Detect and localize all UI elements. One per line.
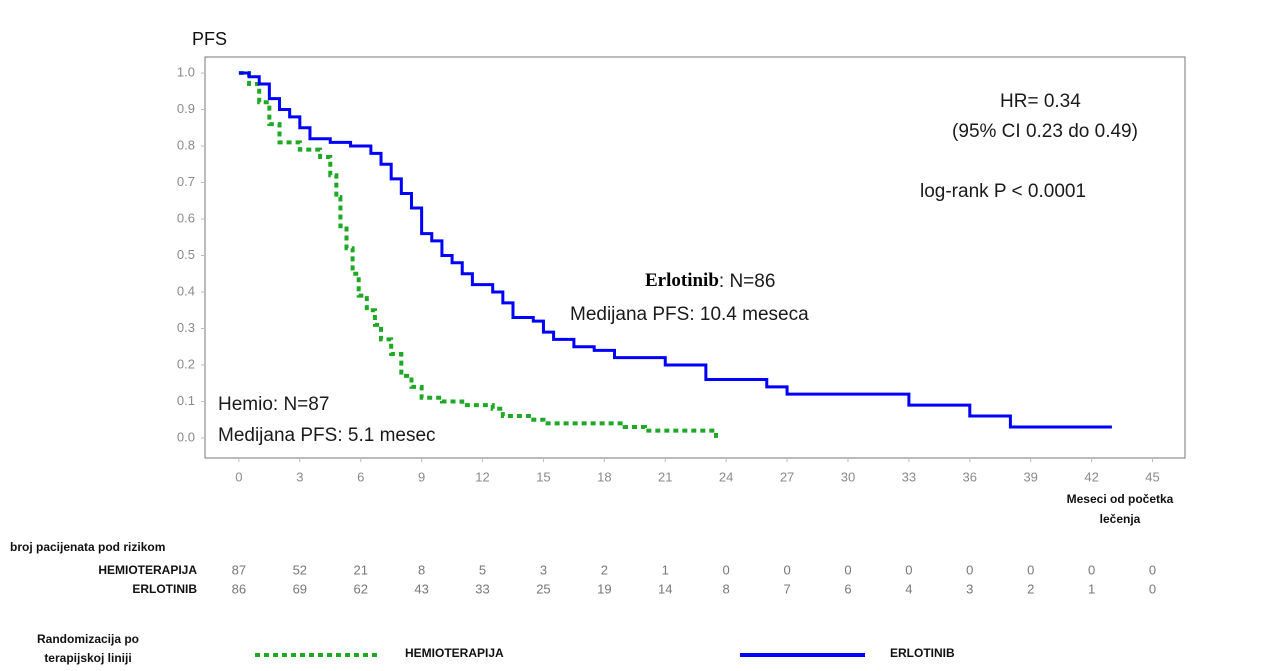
y-tick-label: 0.2 [177, 356, 195, 371]
x-tick-label: 18 [597, 469, 611, 484]
x-tick-label: 21 [658, 469, 672, 484]
risk-count: 0 [723, 562, 730, 577]
risk-count: 0 [844, 562, 851, 577]
y-tick-label: 0.7 [177, 174, 195, 189]
plot-frame [204, 56, 1186, 459]
risk-count: 0 [966, 562, 973, 577]
x-tick-label: 33 [902, 469, 916, 484]
risk-count: 3 [966, 581, 973, 596]
erlotinib-annotation: Erlotinib: N=86 [645, 270, 775, 292]
risk-count: 7 [783, 581, 790, 596]
risk-count: 33 [475, 581, 489, 596]
risk-count: 2 [1027, 581, 1034, 596]
y-tick-label: 0.4 [177, 283, 195, 298]
legend-label: HEMIOTERAPIJA [405, 646, 504, 660]
risk-row-label: HEMIOTERAPIJA [98, 563, 197, 577]
x-tick-label: 42 [1084, 469, 1098, 484]
y-tick-label: 0.3 [177, 320, 195, 335]
x-axis-title: lečenja [1100, 512, 1141, 526]
risk-count: 0 [905, 562, 912, 577]
hemio-annotation: Hemio: N=87 [218, 394, 329, 415]
erlotinib-n: : N=86 [719, 271, 776, 292]
erlotinib-name: Erlotinib [645, 270, 719, 291]
risk-row-label: ERLOTINIB [132, 582, 197, 596]
risk-count: 86 [232, 581, 246, 596]
risk-count: 5 [479, 562, 486, 577]
risk-count: 0 [1088, 562, 1095, 577]
legend-title: Randomizacija po [37, 632, 139, 646]
y-tick-label: 0.0 [177, 429, 195, 444]
x-tick-label: 12 [475, 469, 489, 484]
risk-count: 0 [1027, 562, 1034, 577]
x-tick-label: 6 [357, 469, 364, 484]
y-axis-title: PFS [192, 29, 227, 49]
risk-count: 62 [353, 581, 367, 596]
risk-count: 1 [662, 562, 669, 577]
x-tick-label: 0 [235, 469, 242, 484]
risk-count: 4 [905, 581, 912, 596]
y-tick-label: 0.6 [177, 210, 195, 225]
risk-count: 25 [536, 581, 550, 596]
risk-count: 43 [414, 581, 428, 596]
y-tick-label: 0.8 [177, 137, 195, 152]
hr-annotation: HR= 0.34 [1000, 91, 1081, 112]
x-tick-label: 9 [418, 469, 425, 484]
risk-count: 52 [293, 562, 307, 577]
survival-curve [238, 71, 719, 438]
legend-title: terapijskoj liniji [44, 651, 131, 665]
risk-count: 0 [783, 562, 790, 577]
x-tick-label: 3 [296, 469, 303, 484]
x-tick-label: 24 [719, 469, 733, 484]
x-tick-label: 36 [963, 469, 977, 484]
risk-count: 0 [1149, 562, 1156, 577]
y-tick-label: 0.5 [177, 247, 195, 262]
risk-count: 8 [723, 581, 730, 596]
y-tick-label: 0.9 [177, 101, 195, 116]
risk-count: 0 [1149, 581, 1156, 596]
x-tick-label: 45 [1145, 469, 1159, 484]
risk-count: 69 [293, 581, 307, 596]
risk-count: 14 [658, 581, 672, 596]
risk-count: 1 [1088, 581, 1095, 596]
x-tick-label: 15 [536, 469, 550, 484]
risk-count: 21 [353, 562, 367, 577]
x-tick-label: 27 [780, 469, 794, 484]
risk-count: 3 [540, 562, 547, 577]
risk-table-title: broj pacijenata pod rizikom [10, 540, 165, 554]
x-tick-label: 39 [1023, 469, 1037, 484]
legend-label: ERLOTINIB [890, 646, 955, 660]
ci-annotation: (95% CI 0.23 do 0.49) [952, 121, 1138, 142]
risk-count: 6 [844, 581, 851, 596]
y-tick-label: 0.1 [177, 393, 195, 408]
hemio-median: Medijana PFS: 5.1 mesec [218, 425, 436, 446]
risk-count: 8 [418, 562, 425, 577]
risk-count: 19 [597, 581, 611, 596]
x-tick-label: 30 [841, 469, 855, 484]
logrank-annotation: log-rank P < 0.0001 [920, 181, 1086, 202]
risk-count: 2 [601, 562, 608, 577]
risk-count: 87 [232, 562, 246, 577]
erlotinib-median: Medijana PFS: 10.4 meseca [570, 304, 809, 325]
y-tick-label: 1.0 [177, 64, 195, 79]
x-axis-title: Meseci od početka [1067, 492, 1174, 506]
survival-curve [238, 71, 1112, 429]
